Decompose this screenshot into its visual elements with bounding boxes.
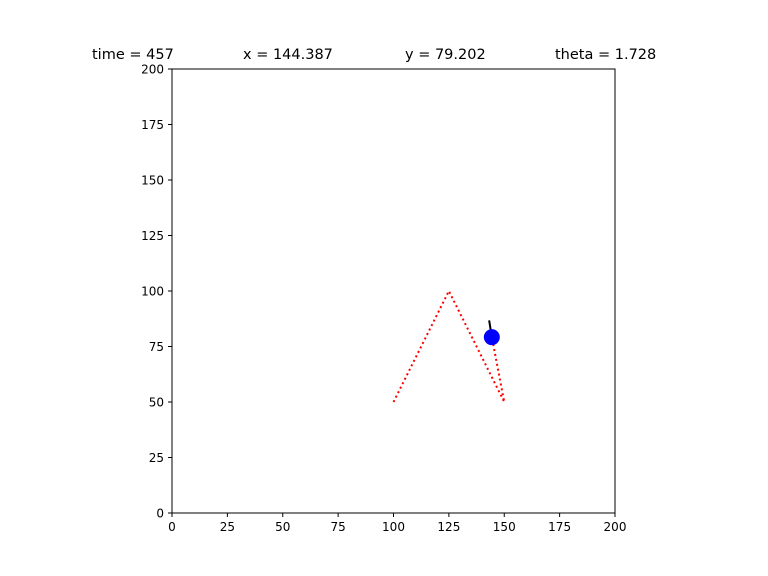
chart-title: time = 457 x = 144.387 y = 79.202 theta … <box>92 47 656 63</box>
y-tick-label: 100 <box>141 285 164 299</box>
x-tick-label: 100 <box>382 520 405 534</box>
y-tick-label: 75 <box>149 340 164 354</box>
y-axis: 0 25 50 75 100 125 150 175 200 <box>141 63 172 521</box>
y-tick-label: 0 <box>156 507 164 521</box>
robot-marker <box>483 329 500 346</box>
plot-frame <box>171 68 616 514</box>
title-time: time = 457 <box>92 47 174 63</box>
title-x: x = 144.387 <box>243 47 333 63</box>
x-tick-label: 150 <box>493 520 516 534</box>
y-tick-label: 50 <box>149 396 164 410</box>
title-theta: theta = 1.728 <box>555 47 656 63</box>
x-tick-label: 50 <box>275 520 290 534</box>
y-tick-label: 150 <box>141 174 164 188</box>
y-tick-label: 25 <box>149 451 164 465</box>
x-axis: 0 25 50 75 100 125 150 175 200 <box>168 513 626 534</box>
plot-content <box>392 288 506 403</box>
x-tick-label: 0 <box>168 520 176 534</box>
x-tick-label: 75 <box>330 520 345 534</box>
y-tick-label: 200 <box>141 63 164 77</box>
x-tick-label: 25 <box>220 520 235 534</box>
x-tick-label: 175 <box>548 520 571 534</box>
y-tick-label: 125 <box>141 229 164 243</box>
trajectory-line <box>392 288 506 403</box>
x-tick-label: 200 <box>604 520 627 534</box>
y-tick-label: 175 <box>141 118 164 132</box>
title-y: y = 79.202 <box>405 47 486 63</box>
x-tick-label: 125 <box>437 520 460 534</box>
